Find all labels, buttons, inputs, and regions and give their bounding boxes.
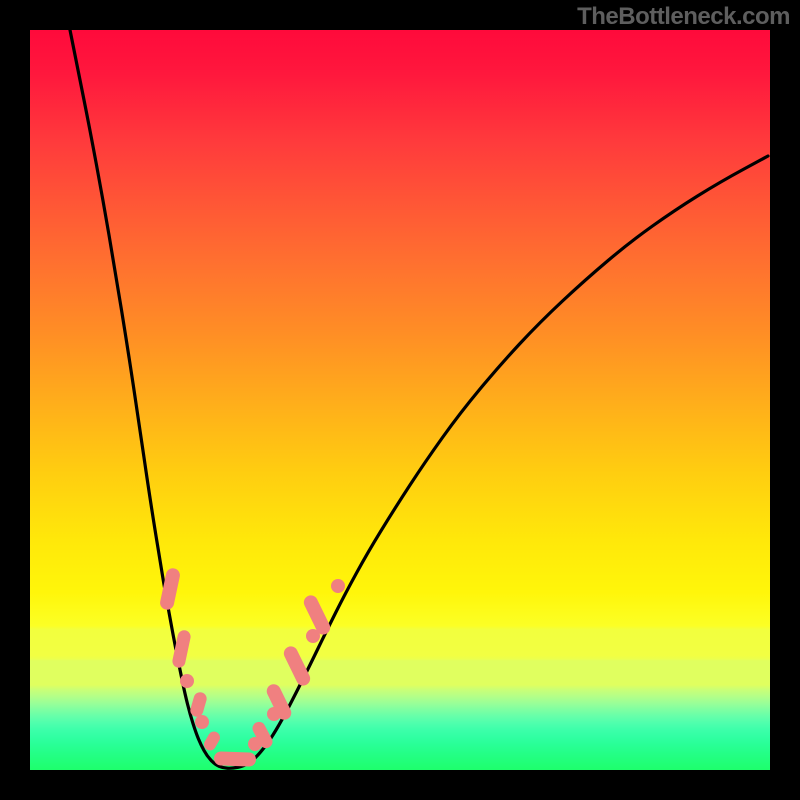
curve-marker xyxy=(214,751,256,766)
frame-bottom xyxy=(0,770,800,800)
frame-right xyxy=(770,0,800,800)
chart-canvas: TheBottleneck.com xyxy=(0,0,800,800)
plot-background xyxy=(30,30,770,770)
curve-marker xyxy=(180,674,194,688)
curve-marker xyxy=(331,579,345,593)
curve-marker xyxy=(195,715,209,729)
frame-left xyxy=(0,0,30,800)
chart-svg xyxy=(0,0,800,800)
watermark-text: TheBottleneck.com xyxy=(577,3,790,31)
